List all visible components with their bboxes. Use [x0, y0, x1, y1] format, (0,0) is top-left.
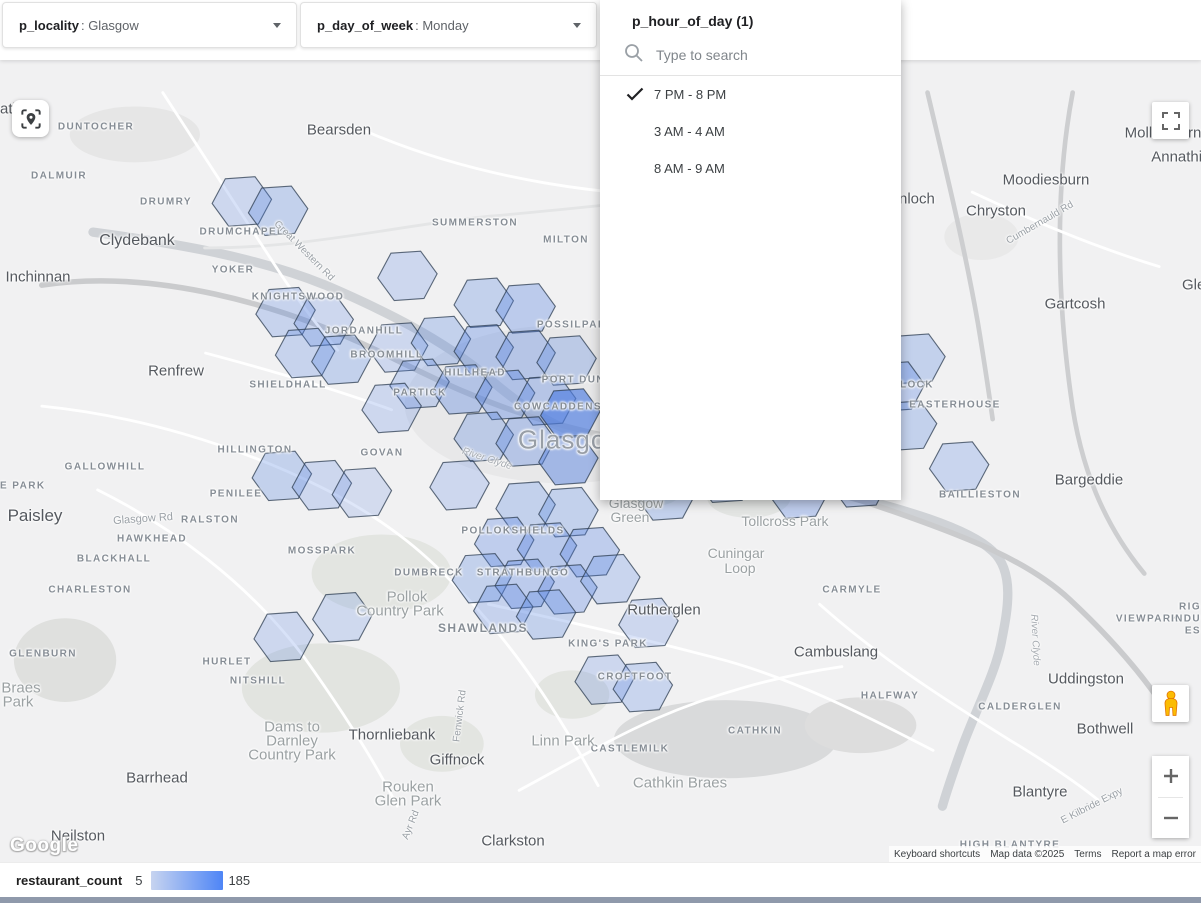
hexbin-cell [495, 416, 556, 467]
legend-bar: restaurant_count 5 185 [0, 862, 1201, 898]
hexbin-cell [331, 467, 393, 518]
hexbin-cell [389, 358, 450, 410]
filter-chip-locality[interactable]: p_locality : Glasgow [2, 2, 297, 48]
filter-day-name: p_day_of_week [317, 17, 414, 33]
bottom-strip [0, 897, 1201, 903]
hexbin-cell [377, 250, 438, 302]
hexbin-cell [495, 481, 556, 532]
fullscreen-icon [1161, 111, 1180, 130]
fullscreen-button[interactable] [1152, 102, 1189, 139]
hexbin-cell [538, 486, 599, 538]
hexbin-cell [311, 334, 372, 385]
recenter-pin-icon [20, 108, 41, 129]
hexbin-cell [251, 450, 313, 502]
panel-title: p_hour_of_day (1) [632, 13, 754, 29]
legend-max-value: 185 [228, 873, 251, 888]
hour-of-day-filter-panel: p_hour_of_day (1) 7 PM - 8 PM 3 AM - 4 AM… [600, 0, 901, 500]
hexbin-cell [367, 322, 429, 373]
hexbin-cell [311, 592, 373, 643]
hexbin-cell [536, 335, 597, 386]
option-label: 8 AM - 9 AM [654, 161, 725, 176]
hexbin-cell [247, 185, 309, 237]
pegman-icon [1164, 690, 1177, 716]
search-icon [625, 44, 643, 62]
hexbin-cell [429, 459, 490, 511]
pegman-button[interactable] [1152, 685, 1189, 722]
option-row-0[interactable]: 7 PM - 8 PM [600, 76, 901, 113]
attribution-keyboard-shortcuts[interactable]: Keyboard shortcuts [889, 846, 986, 862]
hexbin-cell [211, 176, 273, 227]
search-input[interactable] [654, 39, 878, 71]
hexbin-cell [472, 583, 534, 635]
option-row-2[interactable]: 8 AM - 9 AM [600, 150, 901, 187]
hexbin-cell [453, 277, 515, 329]
hexbin-cell [293, 296, 355, 347]
chevron-down-icon [273, 23, 281, 28]
filter-chip-day-of-week[interactable]: p_day_of_week : Monday [300, 2, 597, 48]
hexbin-cell [618, 597, 679, 649]
hexbin-cell [291, 459, 353, 511]
filter-locality-value: : Glasgow [80, 17, 139, 33]
legend-gradient-swatch [151, 871, 224, 890]
google-logo[interactable]: Google [10, 835, 79, 856]
hexbin-cell [451, 552, 513, 604]
hexbin-cell [431, 364, 493, 415]
hexbin-cell [253, 611, 315, 663]
plus-icon [1163, 769, 1178, 784]
filter-day-value: : Monday [415, 17, 469, 33]
attribution-terms[interactable]: Terms [1069, 846, 1107, 862]
filter-locality-name: p_locality [19, 17, 79, 33]
hexbin-cell [515, 589, 577, 640]
legend-min-value: 5 [135, 873, 143, 888]
search-row [600, 34, 901, 76]
hexbin-cell [361, 382, 422, 434]
hexbin-cell [538, 434, 599, 486]
option-row-1[interactable]: 3 AM - 4 AM [600, 113, 901, 150]
hexbin-cell [612, 661, 674, 713]
hexbin-cell [539, 388, 601, 439]
legend-field-name: restaurant_count [16, 873, 123, 888]
attribution-map-data-2025: Map data ©2025 [985, 846, 1070, 862]
hexbin-cell [928, 441, 990, 492]
attribution-report-a-map-error[interactable]: Report a map error [1106, 846, 1201, 862]
zoom-divider [1158, 796, 1183, 798]
zoom-control [1152, 756, 1189, 838]
minus-icon [1163, 816, 1178, 819]
hexbin-cell [453, 411, 515, 463]
chevron-down-icon [573, 23, 581, 28]
hexbin-cell [579, 553, 641, 605]
option-label: 3 AM - 4 AM [654, 124, 725, 139]
hexbin-cell [574, 654, 636, 705]
check-icon [626, 87, 644, 104]
option-list: 7 PM - 8 PM 3 AM - 4 AM 8 AM - 9 AM [600, 76, 901, 187]
map-attribution: Keyboard shortcuts Map data ©2025 Terms Rep… [889, 846, 1201, 862]
zoom-out-button[interactable] [1152, 797, 1189, 838]
hexbin-cell [495, 283, 556, 334]
recenter-button[interactable] [12, 100, 49, 137]
zoom-in-button[interactable] [1152, 756, 1189, 797]
option-label: 7 PM - 8 PM [654, 87, 727, 102]
